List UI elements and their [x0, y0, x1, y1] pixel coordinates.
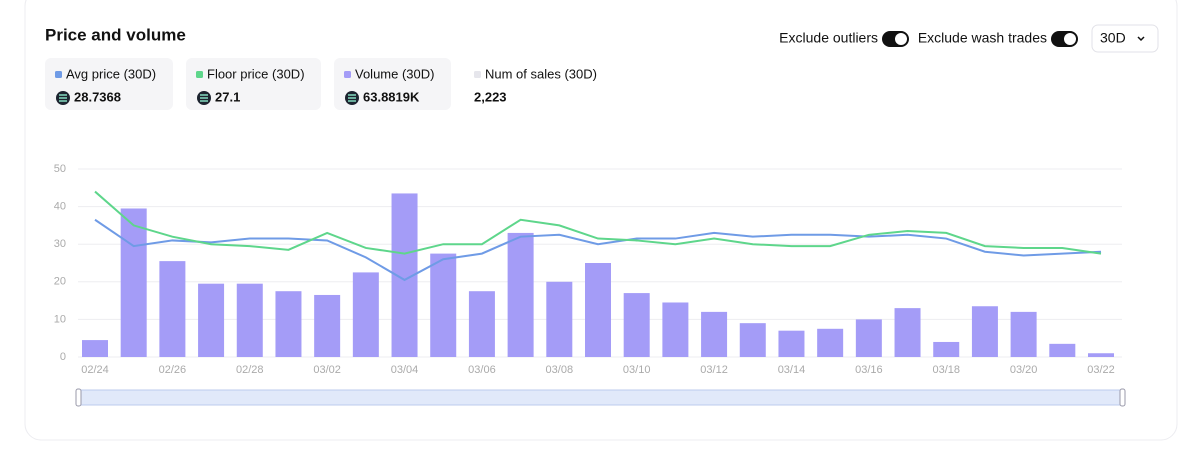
stat-value: 28.7368	[74, 89, 121, 104]
stat-card	[186, 58, 321, 110]
stat-label: Num of sales (30D)	[485, 66, 597, 81]
bar	[1088, 353, 1114, 357]
coin-icon	[348, 94, 356, 102]
x-tick-label: 03/02	[313, 364, 341, 376]
stat-value: 63.8819K	[363, 89, 420, 104]
bar	[236, 283, 263, 357]
bar	[546, 281, 573, 357]
x-tick-label: 03/12	[700, 364, 728, 376]
stat-card	[334, 58, 451, 110]
legend-dot	[55, 71, 62, 78]
bar	[971, 306, 998, 357]
toggle[interactable]	[1051, 31, 1078, 47]
bar	[352, 272, 379, 357]
bar	[778, 330, 805, 357]
legend-label: Floor price (30D)	[207, 66, 305, 81]
bar	[817, 328, 844, 357]
toggle-label: Exclude wash trades	[918, 30, 1047, 46]
y-tick-label: 0	[60, 351, 66, 363]
stat-card	[45, 58, 173, 110]
bar	[82, 340, 108, 357]
bar	[1010, 311, 1037, 357]
bar	[468, 291, 495, 357]
toggle-label: Exclude outliers	[779, 30, 878, 46]
x-tick-label: 03/06	[468, 364, 496, 376]
x-tick-label: 03/16	[855, 364, 883, 376]
x-tick-label: 03/04	[391, 364, 419, 376]
bar	[507, 232, 534, 357]
legend-dot	[344, 71, 351, 78]
y-tick-label: 20	[54, 276, 66, 288]
x-tick-label: 02/26	[159, 364, 187, 376]
period-dropdown[interactable]: 30D	[1091, 24, 1159, 53]
bar	[933, 341, 960, 357]
x-tick-label: 03/08	[546, 364, 574, 376]
bar	[1049, 343, 1076, 357]
line	[94, 218, 1102, 282]
y-tick-label: 40	[54, 201, 66, 213]
bar	[314, 294, 341, 357]
bar	[701, 311, 728, 357]
bar	[275, 291, 302, 357]
x-tick-label: 03/14	[778, 364, 806, 376]
bar	[662, 302, 689, 357]
x-tick-label: 03/18	[932, 364, 960, 376]
coin-icon	[59, 94, 67, 102]
coin-icon	[200, 94, 208, 102]
line	[94, 190, 1102, 255]
navigator-handle[interactable]	[75, 388, 82, 407]
navigator-handle[interactable]	[1119, 388, 1126, 407]
legend-dot	[474, 71, 481, 78]
y-tick-label: 50	[54, 163, 66, 175]
bar	[623, 293, 650, 357]
title: Price and volume	[45, 25, 186, 44]
x-tick-label: 03/20	[1010, 364, 1038, 376]
x-tick-label: 03/10	[623, 364, 651, 376]
legend-label: Avg price (30D)	[66, 66, 156, 81]
stat-value: 27.1	[215, 89, 240, 104]
bar	[585, 263, 611, 357]
navigator[interactable]	[78, 389, 1123, 406]
period: 30D	[1100, 30, 1126, 46]
x-tick-label: 03/22	[1087, 364, 1115, 376]
bar	[739, 323, 766, 357]
bar	[855, 319, 882, 357]
y-tick-label: 10	[54, 313, 66, 325]
legend-dot	[196, 71, 203, 78]
bar	[430, 253, 457, 357]
x-tick-label: 02/28	[236, 364, 264, 376]
toggle[interactable]	[882, 31, 909, 47]
legend-label: Volume (30D)	[355, 66, 434, 81]
bar	[198, 283, 225, 357]
y-tick-label: 30	[54, 238, 66, 250]
bar	[120, 208, 147, 357]
bar	[159, 261, 186, 357]
stat-value: 2,223	[474, 89, 507, 104]
bar	[894, 308, 921, 357]
x-tick-label: 02/24	[81, 364, 109, 376]
